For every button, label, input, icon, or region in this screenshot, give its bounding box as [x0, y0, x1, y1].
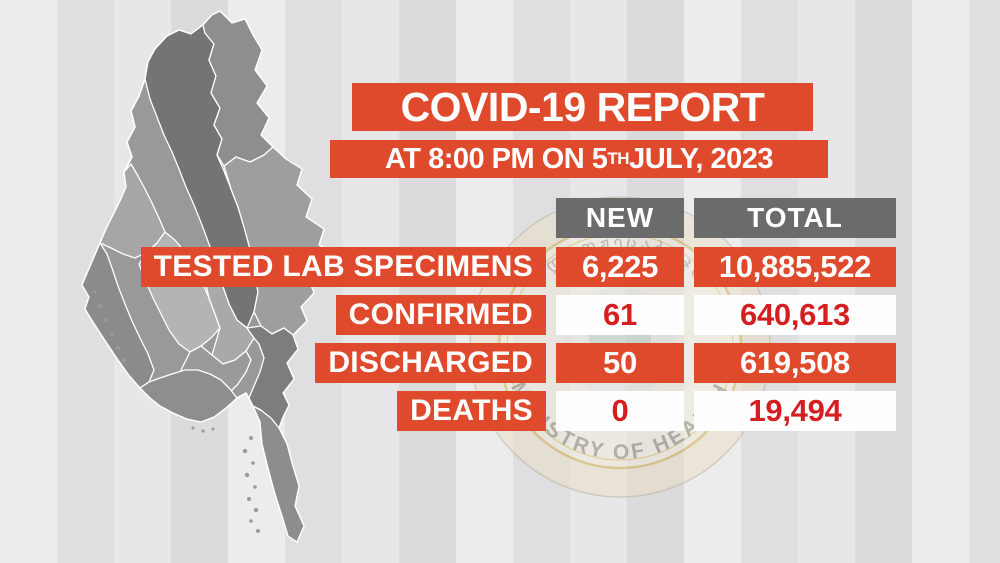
tested-total-value: 10,885,522	[694, 247, 896, 287]
row-label-confirmed: CONFIRMED	[335, 295, 546, 335]
discharged-total-value: 619,508	[694, 343, 896, 383]
row-label-tested-lab-specimens: TESTED LAB SPECIMENS	[140, 247, 546, 287]
report-subtitle: AT 8:00 PM ON 5 TH JULY, 2023	[330, 140, 828, 178]
discharged-new-value: 50	[556, 343, 684, 383]
deaths-new-value: 0	[556, 391, 684, 431]
deaths-total-value: 19,494	[694, 391, 896, 431]
row-label-discharged: DISCHARGED	[315, 343, 546, 383]
map-region-ayeyarwady-delta	[139, 369, 238, 423]
report-title: COVID-19 REPORT	[352, 83, 813, 131]
column-header-total: TOTAL	[694, 198, 896, 238]
tested-new-value: 6,225	[556, 247, 684, 287]
confirmed-new-value: 61	[556, 295, 684, 335]
map-region-tanintharyi	[252, 405, 305, 543]
map-islands	[93, 290, 260, 533]
column-header-new: NEW	[556, 198, 684, 238]
confirmed-total-value: 640,613	[694, 295, 896, 335]
row-label-deaths: DEATHS	[397, 391, 546, 431]
subtitle-prefix: AT 8:00 PM ON 5	[385, 142, 608, 175]
subtitle-suffix: JULY, 2023	[629, 142, 773, 175]
